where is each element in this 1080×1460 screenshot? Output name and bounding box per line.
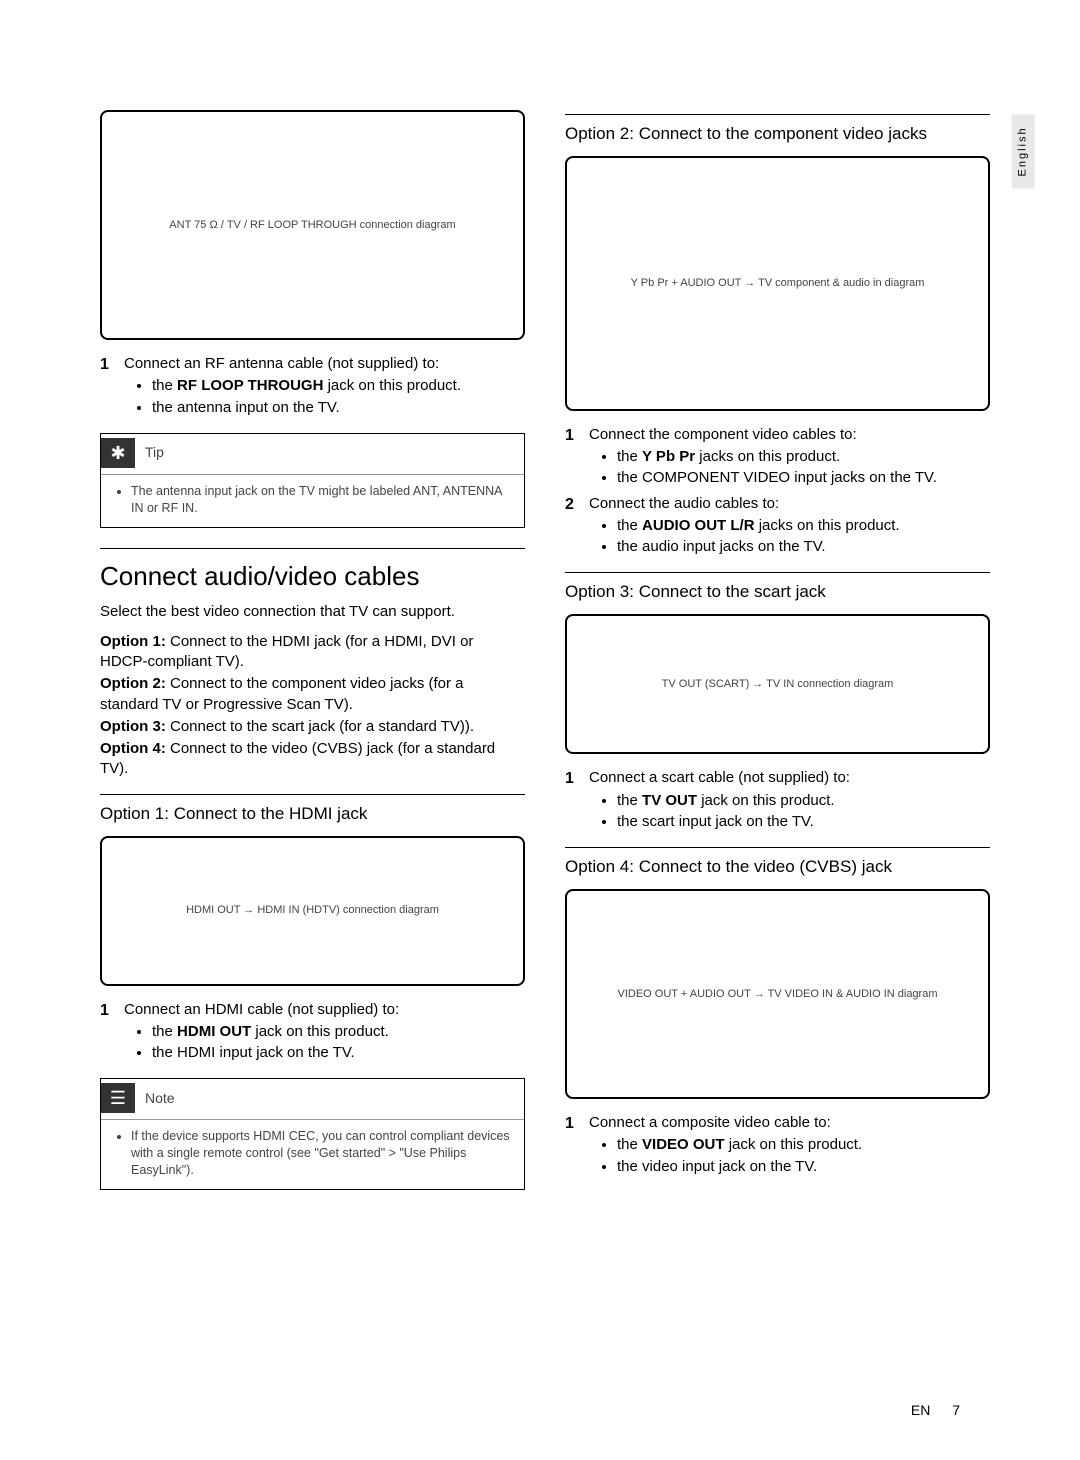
sub-bullet: the RF LOOP THROUGH jack on this product… bbox=[152, 376, 525, 396]
sub-bullet: the antenna input on the TV. bbox=[152, 398, 525, 418]
note-bullets: If the device supports HDMI CEC, you can… bbox=[113, 1128, 512, 1179]
hdmi-step-1: 1 Connect an HDMI cable (not supplied) t… bbox=[100, 1000, 525, 1065]
section-title-av: Connect audio/video cables bbox=[100, 548, 525, 594]
diagram-scart: TV OUT (SCART) → TV IN connection diagra… bbox=[565, 614, 990, 754]
cvbs-steps: 1 Connect a composite video cable to: th… bbox=[565, 1113, 990, 1178]
scart-bullets: the TV OUT jack on this product.the scar… bbox=[589, 791, 990, 833]
left-column: ANT 75 Ω / TV / RF LOOP THROUGH connecti… bbox=[100, 100, 525, 1204]
step-body: Connect an HDMI cable (not supplied) to:… bbox=[124, 1000, 525, 1065]
av-intro: Select the best video connection that TV… bbox=[100, 602, 525, 622]
page-footer: EN 7 bbox=[911, 1401, 960, 1420]
cvbs-step-1: 1 Connect a composite video cable to: th… bbox=[565, 1113, 990, 1178]
step-bullets: the AUDIO OUT L/R jacks on this product.… bbox=[589, 516, 990, 558]
step-number: 1 bbox=[100, 354, 124, 419]
step-text: Connect an RF antenna cable (not supplie… bbox=[124, 355, 439, 372]
step-item: 1Connect the component video cables to: t… bbox=[565, 425, 990, 490]
tip-title: Tip bbox=[145, 443, 164, 462]
step-number: 1 bbox=[565, 768, 589, 833]
rf-steps: 1 Connect an RF antenna cable (not suppl… bbox=[100, 354, 525, 419]
diagram-rf-label: ANT 75 Ω / TV / RF LOOP THROUGH connecti… bbox=[169, 218, 455, 233]
diagram-rf: ANT 75 Ω / TV / RF LOOP THROUGH connecti… bbox=[100, 110, 525, 340]
sub-bullet: the HDMI input jack on the TV. bbox=[152, 1043, 525, 1063]
footer-page: 7 bbox=[952, 1402, 960, 1418]
diagram-hdmi: HDMI OUT → HDMI IN (HDTV) connection dia… bbox=[100, 836, 525, 986]
right-column: English Option 2: Connect to the compone… bbox=[565, 100, 990, 1204]
option-line: Option 3: Connect to the scart jack (for… bbox=[100, 717, 525, 737]
tip-icon: ✱ bbox=[101, 438, 135, 468]
step-number: 1 bbox=[100, 1000, 124, 1065]
step-text: Connect the audio cables to: bbox=[589, 495, 779, 512]
hdmi-steps: 1 Connect an HDMI cable (not supplied) t… bbox=[100, 1000, 525, 1065]
note-callout: ☰ Note If the device supports HDMI CEC, … bbox=[100, 1078, 525, 1190]
sub-bullet: the AUDIO OUT L/R jacks on this product. bbox=[617, 516, 990, 536]
note-header: ☰ Note bbox=[101, 1079, 524, 1119]
step-text: Connect a composite video cable to: bbox=[589, 1114, 831, 1131]
sub-bullet: the HDMI OUT jack on this product. bbox=[152, 1022, 525, 1042]
step-number: 1 bbox=[565, 425, 589, 490]
tip-body: The antenna input jack on the TV might b… bbox=[101, 474, 524, 527]
sub-bullet: the video input jack on the TV. bbox=[617, 1157, 990, 1177]
step-number: 2 bbox=[565, 494, 589, 559]
step-number: 1 bbox=[565, 1113, 589, 1178]
sub-bullet: the scart input jack on the TV. bbox=[617, 812, 990, 832]
opt4-title: Option 4: Connect to the video (CVBS) ja… bbox=[565, 847, 990, 879]
option-line: Option 2: Connect to the component video… bbox=[100, 674, 525, 715]
language-tab: English bbox=[1012, 114, 1035, 188]
option-line: Option 4: Connect to the video (CVBS) ja… bbox=[100, 739, 525, 780]
opt3-title: Option 3: Connect to the scart jack bbox=[565, 572, 990, 604]
cvbs-bullets: the VIDEO OUT jack on this product.the v… bbox=[589, 1135, 990, 1177]
step-bullets: the Y Pb Pr jacks on this product.the CO… bbox=[589, 447, 990, 489]
hdmi-bullets: the HDMI OUT jack on this product.the HD… bbox=[124, 1022, 525, 1064]
sub-bullet: the TV OUT jack on this product. bbox=[617, 791, 990, 811]
step-body: Connect a scart cable (not supplied) to:… bbox=[589, 768, 990, 833]
opt1-title: Option 1: Connect to the HDMI jack bbox=[100, 794, 525, 826]
step-item: 2Connect the audio cables to: the AUDIO O… bbox=[565, 494, 990, 559]
footer-lang: EN bbox=[911, 1402, 930, 1418]
sub-bullet: the COMPONENT VIDEO input jacks on the T… bbox=[617, 468, 990, 488]
scart-steps: 1 Connect a scart cable (not supplied) t… bbox=[565, 768, 990, 833]
opt2-title: Option 2: Connect to the component video… bbox=[565, 114, 990, 146]
step-body: Connect a composite video cable to: the … bbox=[589, 1113, 990, 1178]
note-title: Note bbox=[145, 1089, 175, 1108]
callout-bullet: The antenna input jack on the TV might b… bbox=[131, 483, 512, 517]
tip-header: ✱ Tip bbox=[101, 434, 524, 474]
diagram-hdmi-label: HDMI OUT → HDMI IN (HDTV) connection dia… bbox=[186, 903, 439, 918]
step-text: Connect an HDMI cable (not supplied) to: bbox=[124, 1001, 399, 1018]
tip-callout: ✱ Tip The antenna input jack on the TV m… bbox=[100, 433, 525, 528]
rf-step-1: 1 Connect an RF antenna cable (not suppl… bbox=[100, 354, 525, 419]
diagram-cvbs-label: VIDEO OUT + AUDIO OUT → TV VIDEO IN & AU… bbox=[618, 987, 938, 1002]
step-body: Connect an RF antenna cable (not supplie… bbox=[124, 354, 525, 419]
diagram-scart-label: TV OUT (SCART) → TV IN connection diagra… bbox=[662, 677, 894, 692]
step-text: Connect a scart cable (not supplied) to: bbox=[589, 769, 850, 786]
note-icon: ☰ bbox=[101, 1083, 135, 1113]
step-text: Connect the component video cables to: bbox=[589, 426, 857, 443]
step-body: Connect the component video cables to: th… bbox=[589, 425, 990, 490]
note-body: If the device supports HDMI CEC, you can… bbox=[101, 1119, 524, 1189]
tip-bullets: The antenna input jack on the TV might b… bbox=[113, 483, 512, 517]
step-body: Connect the audio cables to: the AUDIO OU… bbox=[589, 494, 990, 559]
sub-bullet: the VIDEO OUT jack on this product. bbox=[617, 1135, 990, 1155]
sub-bullet: the audio input jacks on the TV. bbox=[617, 537, 990, 557]
component-steps: 1Connect the component video cables to: t… bbox=[565, 425, 990, 559]
callout-bullet: If the device supports HDMI CEC, you can… bbox=[131, 1128, 512, 1179]
rf-bullets: the RF LOOP THROUGH jack on this product… bbox=[124, 376, 525, 418]
option-line: Option 1: Connect to the HDMI jack (for … bbox=[100, 632, 525, 673]
diagram-component: Y Pb Pr + AUDIO OUT → TV component & aud… bbox=[565, 156, 990, 411]
sub-bullet: the Y Pb Pr jacks on this product. bbox=[617, 447, 990, 467]
option-list: Option 1: Connect to the HDMI jack (for … bbox=[100, 632, 525, 780]
scart-step-1: 1 Connect a scart cable (not supplied) t… bbox=[565, 768, 990, 833]
diagram-component-label: Y Pb Pr + AUDIO OUT → TV component & aud… bbox=[631, 276, 925, 291]
page-columns: ANT 75 Ω / TV / RF LOOP THROUGH connecti… bbox=[100, 100, 990, 1204]
diagram-cvbs: VIDEO OUT + AUDIO OUT → TV VIDEO IN & AU… bbox=[565, 889, 990, 1099]
